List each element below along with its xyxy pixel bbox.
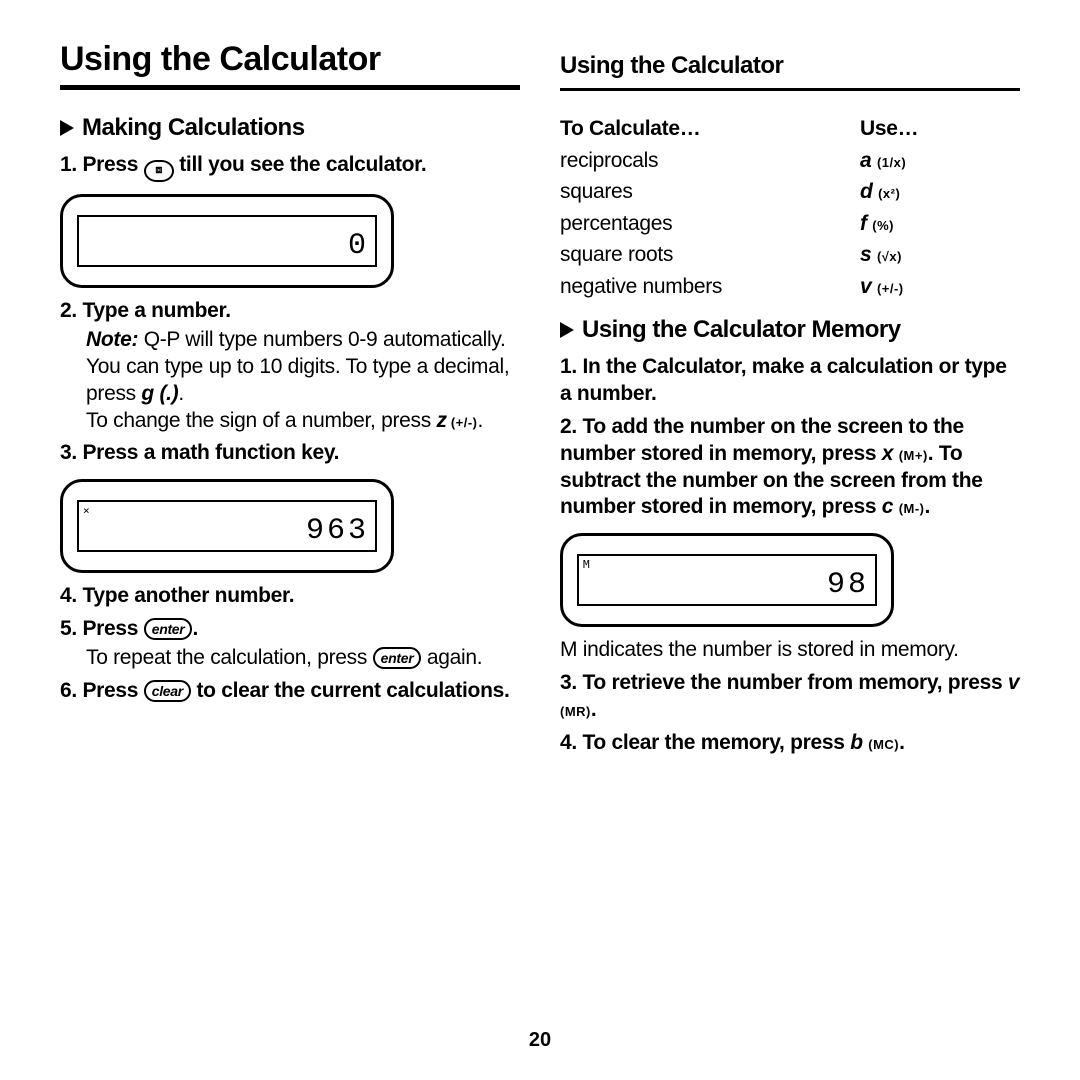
step-6: 6. Press clear to clear the current calc… xyxy=(60,678,520,705)
enter-key-icon: enter xyxy=(373,647,422,669)
divider xyxy=(560,88,1020,91)
lcd-value: 98 xyxy=(827,568,869,602)
lcd-display-2: × 963 xyxy=(60,479,394,573)
step-1: 1. Press ⧈ till you see the calculator. xyxy=(60,152,520,182)
page-title-left: Using the Calculator xyxy=(60,40,520,79)
table-row: square roots s (√x) xyxy=(560,239,1020,271)
page-title-right: Using the Calculator xyxy=(560,52,1020,80)
step-2-note: Note: Q-P will type numbers 0-9 automati… xyxy=(86,327,520,354)
clear-key-icon: clear xyxy=(144,680,191,702)
table-row: percentages f (%) xyxy=(560,208,1020,240)
function-table: To Calculate… Use… reciprocals a (1/x) s… xyxy=(560,113,1020,302)
table-row: squares d (x²) xyxy=(560,176,1020,208)
page-number: 20 xyxy=(529,1029,551,1052)
section-making-calc: Making Calculations xyxy=(60,114,520,142)
mem-step-1: 1. In the Calculator, make a calculation… xyxy=(560,354,1020,408)
mem-body: M indicates the number is stored in memo… xyxy=(560,637,1020,664)
divider xyxy=(60,85,520,90)
right-column: Using the Calculator To Calculate… Use… … xyxy=(560,40,1020,1040)
table-row: negative numbers v (+/-) xyxy=(560,271,1020,303)
mem-step-4: 4. To clear the memory, press b (MC). xyxy=(560,730,1020,757)
triangle-icon xyxy=(60,120,74,136)
step-3: 3. Press a math function key. xyxy=(60,440,520,467)
triangle-icon xyxy=(560,322,574,338)
step-2-body-a: You can type up to 10 digits. To type a … xyxy=(86,354,520,408)
step-4: 4. Type another number. xyxy=(60,583,520,610)
step-2: 2. Type a number. xyxy=(60,298,520,325)
table-header: To Calculate… Use… xyxy=(560,113,1020,145)
fn-key-icon: ⧈ xyxy=(144,160,174,182)
mem-step-3: 3. To retrieve the number from memory, p… xyxy=(560,670,1020,724)
lcd-display-3: M 98 xyxy=(560,533,894,627)
lcd-value: 963 xyxy=(306,514,369,548)
step-2-body-b: To change the sign of a number, press z … xyxy=(86,408,520,435)
enter-key-icon: enter xyxy=(144,618,193,640)
step-5-body: To repeat the calculation, press enter a… xyxy=(86,645,520,672)
left-column: Using the Calculator Making Calculations… xyxy=(60,40,520,1040)
table-row: reciprocals a (1/x) xyxy=(560,145,1020,177)
section-memory: Using the Calculator Memory xyxy=(560,316,1020,344)
lcd-value: 0 xyxy=(348,229,369,263)
lcd-display-1: 0 xyxy=(60,194,394,288)
step-5: 5. Press enter. xyxy=(60,616,520,643)
mem-step-2: 2. To add the number on the screen to th… xyxy=(560,414,1020,522)
